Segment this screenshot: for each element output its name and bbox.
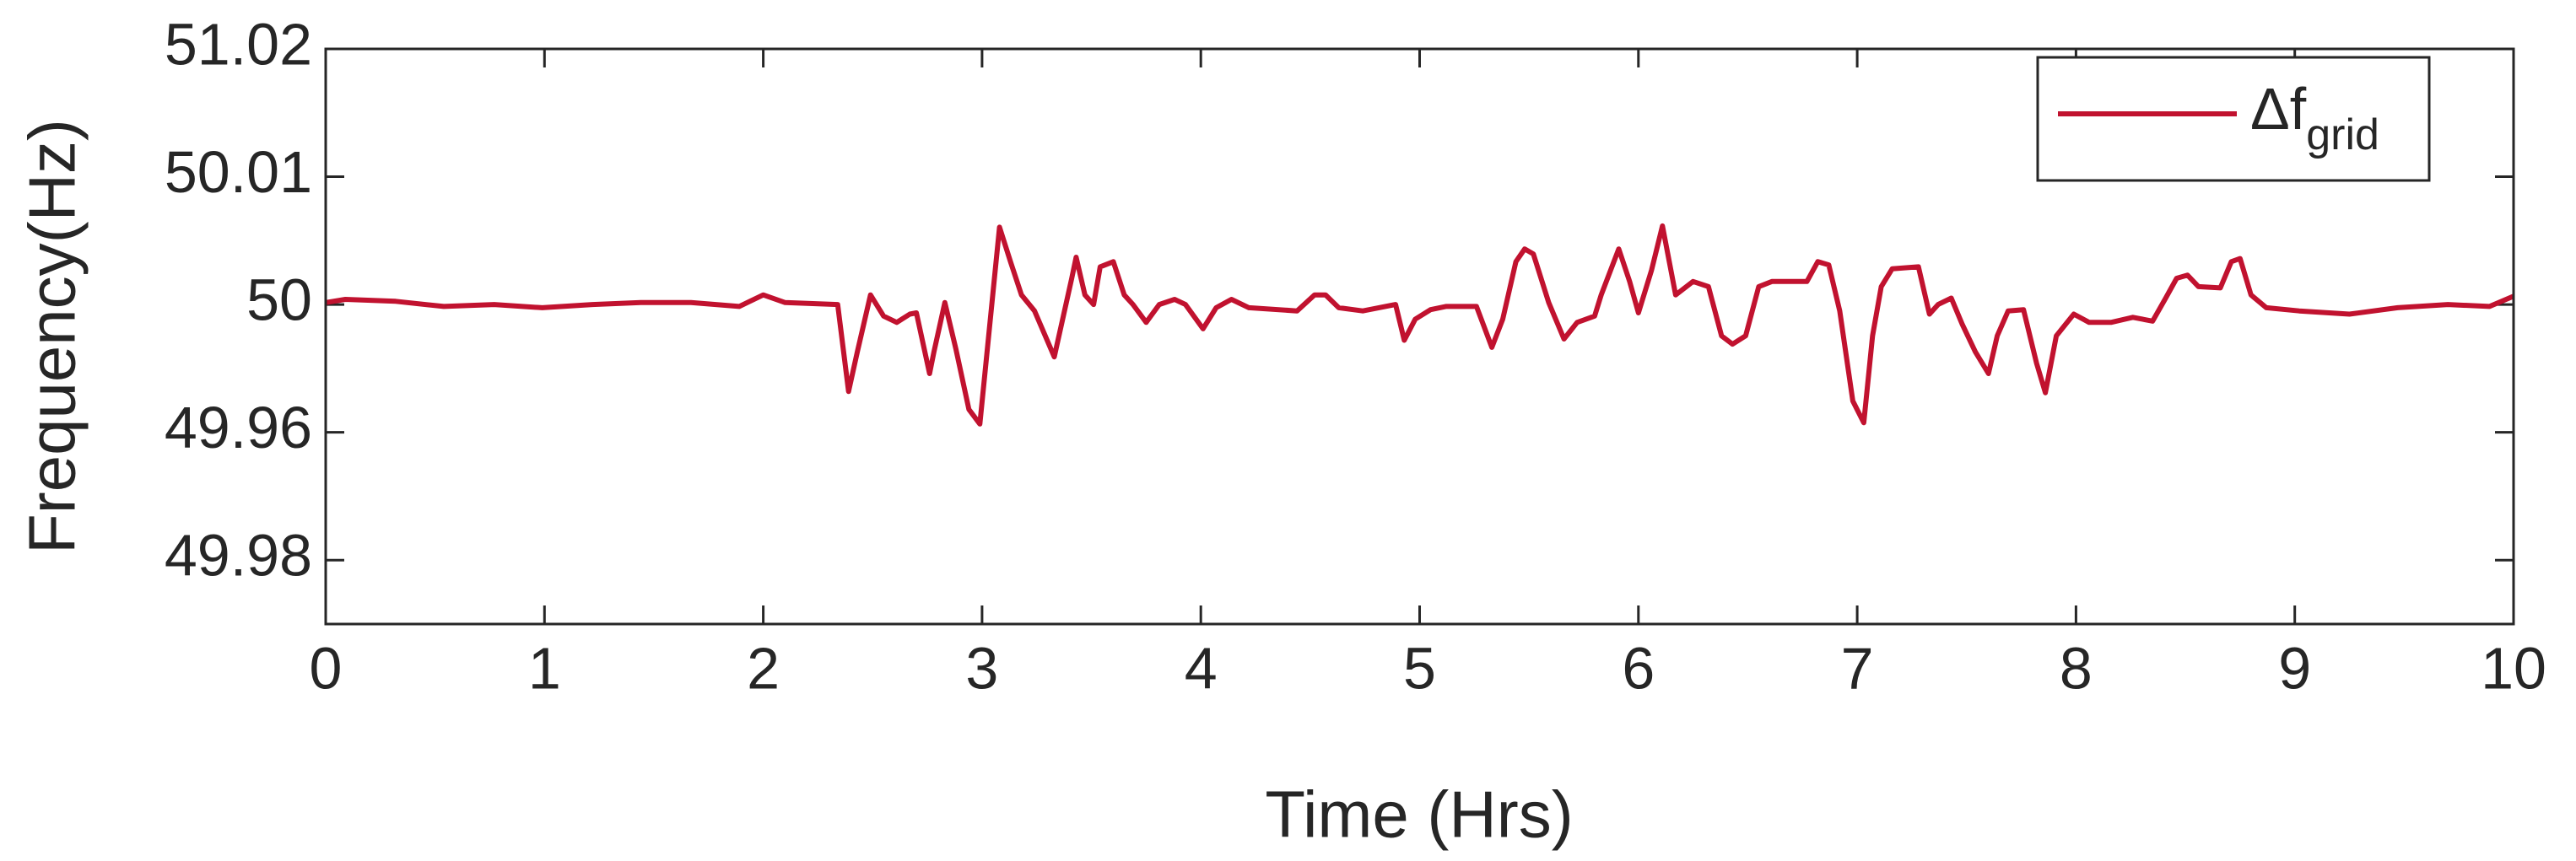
x-tick-label: 4 [1185,635,1218,701]
y-tick-label: 50.01 [165,139,312,205]
y-tick-label: 49.96 [165,395,312,460]
x-tick-label: 0 [310,635,343,701]
x-tick-label: 1 [528,635,561,701]
x-tick-label: 9 [2278,635,2311,701]
x-tick-label: 10 [2481,635,2546,701]
x-tick-label: 7 [1841,635,1874,701]
legend-name: Δf [2250,76,2307,142]
x-axis-label: Time (Hrs) [1265,778,1573,852]
y-axis-label: Frequency(Hz) [15,119,89,554]
legend-box [2036,56,2431,182]
legend-label: Δfgrid [2250,76,2379,159]
y-tick-label: 50 [246,267,312,333]
data-line [325,223,2515,427]
x-tick-label: 5 [1403,635,1436,701]
y-tick-label: 51.02 [165,11,312,77]
x-tick-label: 6 [1622,635,1655,701]
legend-subscript: grid [2306,110,2379,159]
plot-frame [324,47,2515,626]
x-tick-label: 8 [2060,635,2093,701]
x-tick-label: 3 [965,635,998,701]
x-tick-label: 2 [747,635,780,701]
y-tick-label: 49.98 [165,523,312,589]
legend: Δfgrid [2036,56,2431,182]
